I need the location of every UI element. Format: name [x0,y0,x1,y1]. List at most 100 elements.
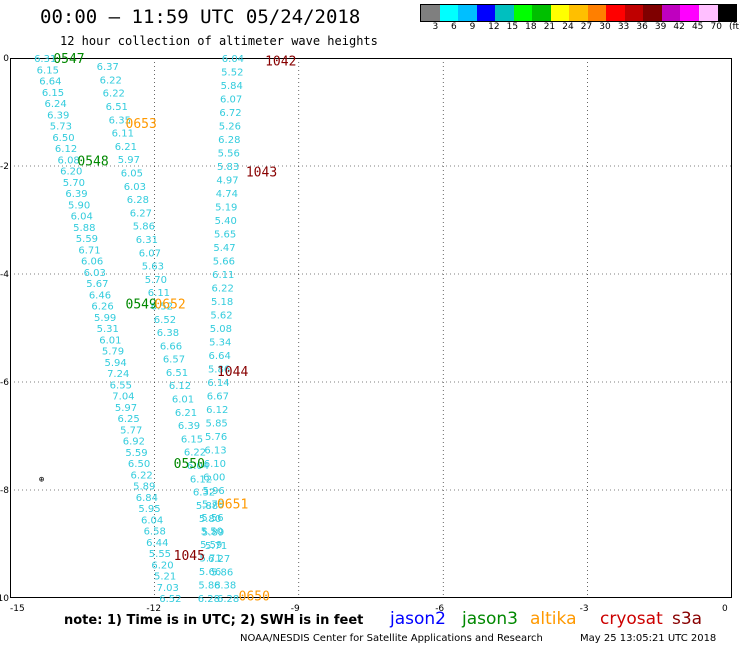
wave-height-value: 5.18 [211,297,233,308]
wave-height-value: 5.63 [142,262,164,273]
wave-height-value: 6.04 [141,515,163,526]
wave-height-value: 6.07 [139,248,161,259]
wave-height-value: 5.79 [102,347,124,358]
wave-height-value: 6.84 [136,493,158,504]
y-tick-label: -6 [0,378,9,388]
wave-height-value: 6.66 [160,341,182,352]
wave-height-value: 5.19 [215,203,237,214]
wave-height-value: 6.12 [190,474,212,485]
wave-height-value: 6.26 [91,302,113,313]
legend-cryosat: cryosat [600,609,663,629]
colorbar-label: 33 [617,22,630,32]
wave-height-value: 6.20 [60,167,82,178]
wave-height-value: 6.39 [47,110,69,121]
x-tick-label: -6 [435,604,444,614]
wave-height-value: 5.34 [209,338,231,349]
y-tick-label: 0 [3,54,9,64]
wave-height-value: 6.38 [214,581,236,592]
wave-height-value: 6.51 [166,368,188,379]
wave-height-value: 5.88 [196,501,218,512]
wave-height-value: 5.21 [154,572,176,583]
wave-height-value: 6.57 [163,355,185,366]
wave-height-value: 6.28 [127,195,149,206]
wave-height-value: 5.85 [206,419,228,430]
wave-height-value: 5.83 [217,162,239,173]
wave-height-value: 6.32 [193,488,215,499]
wave-height-value: 6.22 [131,470,153,481]
wave-height-value: 6.50 [52,133,74,144]
wave-height-value: 6.22 [184,448,206,459]
wave-height-value: 6.01 [99,335,121,346]
wave-height-value: 6.12 [55,144,77,155]
colorbar-swatch [476,5,496,21]
wave-height-value: 5.55 [149,549,171,560]
wave-height-value: 5.96 [203,486,225,497]
wave-height-value: 6.27 [130,208,152,219]
wave-height-value: 5.97 [115,403,137,414]
pass-time-label: 0549 [126,298,157,313]
wave-height-value: 5.86 [208,365,230,376]
map-frame [10,58,732,598]
wave-height-value: 5.50 [201,527,223,538]
wave-height-value: 6.11 [112,129,134,140]
wave-height-value: 6.51 [106,102,128,113]
colorbar-swatch [661,5,681,21]
wave-height-value: 6.06 [81,257,103,268]
wave-height-value: 5.56 [201,513,223,524]
wave-height-value: 6.37 [97,62,119,73]
wave-height-value: 6.50 [128,459,150,470]
wave-height-value: 6.38 [157,328,179,339]
wave-height-value: 5.59 [200,540,222,551]
wave-height-value: 5.66 [199,567,221,578]
wave-height-value: 5.59 [125,448,147,459]
wave-height-value: 6.28 [218,135,240,146]
wave-height-value: 6.15 [42,88,64,99]
colorbar-swatch [458,5,477,21]
wave-height-value: 6.24 [44,99,66,110]
wave-height-value: 5.89 [202,528,224,539]
wave-height-colorbar [420,4,737,22]
wave-height-value: 5.84 [221,81,243,92]
wave-height-value: 6.22 [103,89,125,100]
wave-height-value: 6.04 [187,461,209,472]
wave-height-value: 7.24 [107,369,129,380]
wave-height-value: 5.70 [63,178,85,189]
wave-height-value: 6.55 [110,380,132,391]
buoy-marker: ⊕ [39,475,44,485]
colorbar-swatch [513,5,533,21]
wave-height-value: 5.97 [118,155,140,166]
x-tick-label: -12 [146,604,161,614]
wave-height-value: 6.31 [136,235,158,246]
wave-height-value: 6.35 [109,115,131,126]
colorbar-swatch [606,5,625,21]
wave-height-value: 6.25 [117,414,139,425]
pass-time-label: 0550 [174,457,205,472]
colorbar-swatch [495,5,514,21]
wave-height-value: 5.31 [97,324,119,335]
wave-height-value: 6.71 [78,245,100,256]
colorbar-swatch [587,5,607,21]
x-tick-label: -3 [580,604,589,614]
colorbar-label: 42 [673,22,685,32]
wave-height-value: 6.44 [146,538,168,549]
wave-height-value: 6.52 [154,315,176,326]
wave-height-value: 5.26 [219,122,241,133]
wave-height-value: 5.52 [221,68,243,79]
colorbar-label: 3 [432,22,439,32]
wave-height-value: 7.04 [112,392,134,403]
credit-footer: NOAA/NESDIS Center for Satellite Applica… [240,633,543,644]
colorbar-label: 27 [580,22,593,32]
wave-height-value: 5.59 [76,234,98,245]
wave-height-value: 5.79 [202,500,224,511]
wave-height-value: 6.52 [151,301,173,312]
legend-altika: altika [530,609,577,629]
wave-height-value: 5.56 [218,149,240,160]
legend-jason2: jason2 [390,609,446,629]
y-tick-label: -2 [0,162,9,172]
pass-time-label: 1042 [265,55,296,70]
wave-height-value: 6.11 [148,288,170,299]
wave-height-value: 6.03 [124,182,146,193]
pass-time-label: 0651 [217,498,248,513]
wave-height-value: 5.08 [210,324,232,335]
